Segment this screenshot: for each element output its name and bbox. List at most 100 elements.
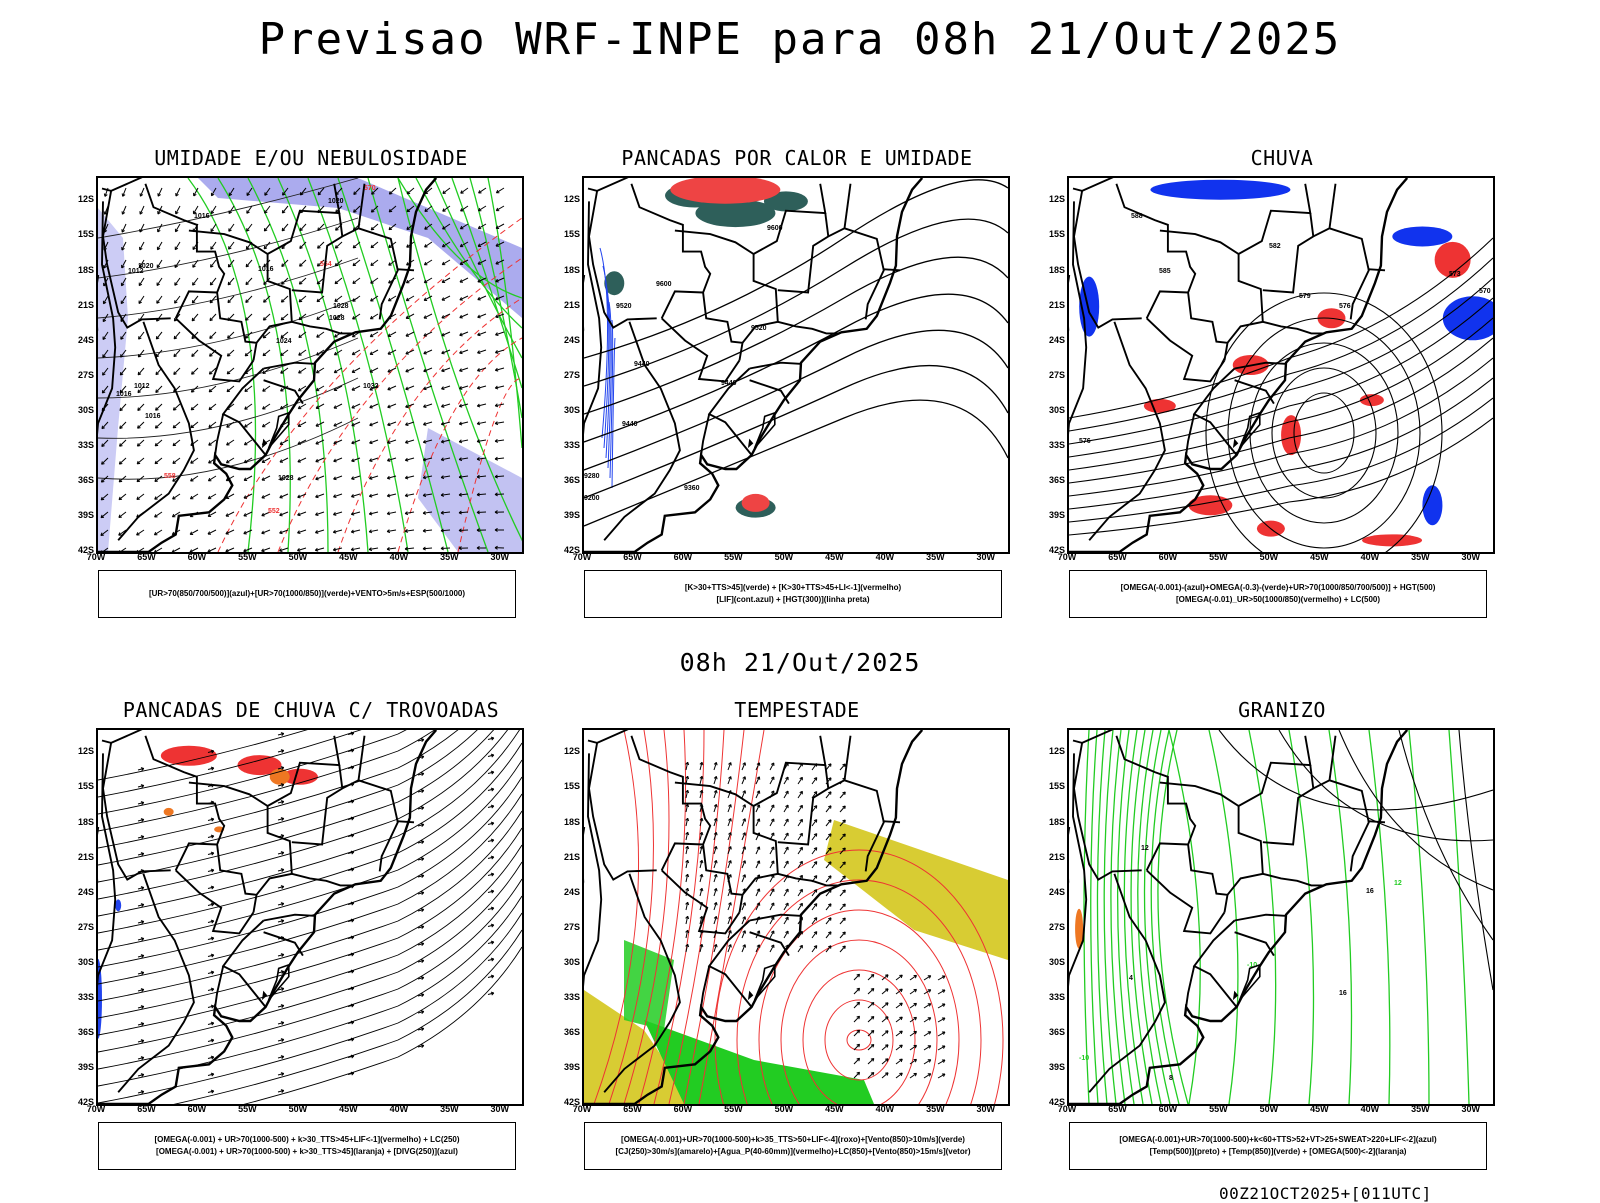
legend-box: [OMEGA(-0.001)-(azul)+OMEGA(-0.3)-(verde… xyxy=(1069,570,1487,618)
wind-arrow xyxy=(686,762,689,770)
wind-arrow xyxy=(190,494,198,499)
wind-arrow xyxy=(300,260,306,266)
wind-arrow xyxy=(714,776,717,784)
wind-arrow xyxy=(441,422,450,425)
wind-arrow xyxy=(854,1058,860,1064)
contour-label: 1020 xyxy=(138,263,154,270)
wind-arrow xyxy=(155,458,162,464)
contour-line xyxy=(1069,358,1493,496)
wind-arrow xyxy=(173,458,180,463)
wind-arrow xyxy=(299,350,306,355)
wind-arrow xyxy=(138,887,144,890)
wind-arrow xyxy=(208,476,216,481)
contour-line xyxy=(1097,730,1107,1104)
wind-arrow xyxy=(209,386,216,392)
wind-arrow xyxy=(854,1044,860,1050)
wind-arrow xyxy=(369,530,378,533)
wind-arrow xyxy=(298,476,306,480)
wind-arrow xyxy=(247,224,252,231)
wind-arrow xyxy=(353,296,360,301)
contour-line xyxy=(1459,730,1493,990)
wind-arrow xyxy=(896,1045,902,1050)
lon-tick-label: 30W xyxy=(971,552,1001,562)
wind-arrow xyxy=(784,819,788,826)
wind-arrow xyxy=(728,762,731,770)
wind-arrow xyxy=(742,819,746,826)
wind-arrow xyxy=(138,1040,144,1043)
lon-tick-label: 50W xyxy=(283,552,313,562)
lon-tick-label: 35W xyxy=(1405,1104,1435,1114)
contour-label: 1016 xyxy=(116,391,132,398)
wind-arrow xyxy=(854,1030,860,1036)
wind-arrow xyxy=(387,530,396,533)
wind-arrow xyxy=(443,188,450,193)
wind-arrow xyxy=(798,833,802,840)
wind-arrow xyxy=(405,440,414,443)
wind-arrow xyxy=(910,989,917,994)
contour-line xyxy=(1289,730,1314,1104)
wind-arrow xyxy=(140,242,144,250)
lon-tick-label: 70W xyxy=(1052,1104,1082,1114)
wind-arrow xyxy=(488,941,494,944)
lat-tick-label: 36S xyxy=(70,1027,94,1037)
panel-title: UMIDADE E/OU NEBULOSIDADE xyxy=(96,146,526,170)
wind-arrow xyxy=(209,422,216,427)
contour-line xyxy=(1209,730,1238,1104)
wind-arrow xyxy=(265,206,270,213)
wind-arrow xyxy=(263,386,270,391)
wind-arrow xyxy=(488,822,494,825)
lon-tick-label: 60W xyxy=(182,552,212,562)
wind-arrow xyxy=(700,860,703,868)
wind-arrow xyxy=(840,806,845,812)
contour-line xyxy=(1449,730,1469,1104)
lon-tick-label: 55W xyxy=(718,552,748,562)
wind-arrow xyxy=(388,386,396,390)
wind-arrow xyxy=(459,368,468,372)
wind-arrow xyxy=(424,386,432,390)
wind-arrow xyxy=(488,907,494,910)
wind-arrow xyxy=(333,512,342,515)
lat-tick-label: 27S xyxy=(70,922,94,932)
wind-arrow xyxy=(211,206,216,214)
wind-arrow xyxy=(193,260,198,267)
lon-tick-label: 35W xyxy=(434,1104,464,1114)
streamline xyxy=(98,896,522,1086)
contour-line xyxy=(1409,730,1429,1104)
contour-label: 9280 xyxy=(584,473,600,480)
wind-arrow xyxy=(280,458,288,462)
wind-arrow xyxy=(442,368,450,372)
wind-arrow xyxy=(488,992,494,995)
wind-arrow xyxy=(263,350,270,356)
wind-arrow xyxy=(263,314,270,320)
legend-box: [OMEGA(-0.001)+UR>70(1000-500)+k>35_TTS>… xyxy=(584,1122,1002,1170)
wind-arrow xyxy=(281,332,288,338)
wind-arrow xyxy=(742,861,746,868)
lat-tick-label: 36S xyxy=(556,475,580,485)
wind-arrow xyxy=(119,458,126,464)
contour-line xyxy=(584,330,1008,470)
lon-tick-label: 70W xyxy=(567,1104,597,1114)
wind-arrow xyxy=(138,853,144,856)
legend-box: [OMEGA(-0.001) + UR>70(1000-500) + k>30_… xyxy=(98,1122,516,1170)
legend-line: [OMEGA(-0.001) + UR>70(1000-500) + k>30_… xyxy=(156,1146,458,1158)
wind-arrow xyxy=(700,846,703,854)
wind-arrow xyxy=(155,422,162,428)
wind-arrow xyxy=(488,958,494,961)
contour-label: 558 xyxy=(164,473,176,480)
wind-arrow xyxy=(262,548,270,552)
lat-tick-label: 18S xyxy=(556,817,580,827)
wind-arrow xyxy=(714,874,717,882)
wind-arrow xyxy=(229,206,234,213)
legend-line: [OMEGA(-0.001) + UR>70(1000-500) + k>30_… xyxy=(154,1134,459,1146)
wind-arrow xyxy=(938,976,945,980)
mid-title: 08h 21/Out/2025 xyxy=(0,648,1600,677)
wind-arrow xyxy=(208,886,214,889)
wind-arrow xyxy=(770,847,774,854)
wind-arrow xyxy=(227,368,234,374)
contour-label: 1024 xyxy=(276,338,292,345)
contour-label: 16 xyxy=(1366,888,1374,895)
field-blob xyxy=(742,494,770,512)
contour-label: 1032 xyxy=(363,383,379,390)
wind-arrow xyxy=(280,512,288,516)
